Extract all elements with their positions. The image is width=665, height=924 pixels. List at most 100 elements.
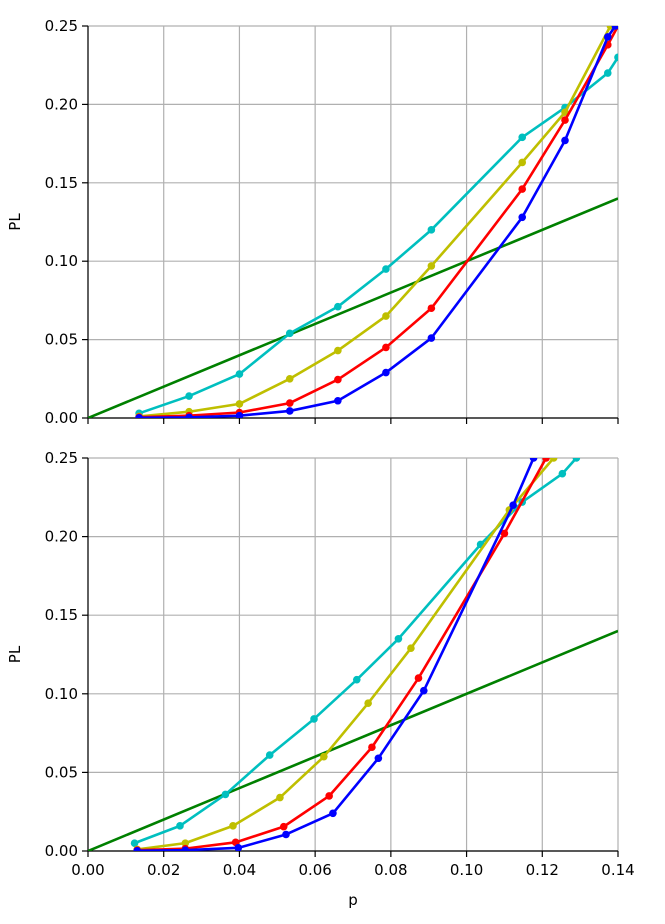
data-point xyxy=(235,370,244,378)
data-point xyxy=(334,302,342,311)
y-tick-label: 0.20 xyxy=(45,95,78,113)
data-point xyxy=(374,754,383,763)
data-point xyxy=(285,399,294,407)
data-point xyxy=(549,458,558,462)
data-point xyxy=(419,686,428,695)
data-point xyxy=(518,185,527,193)
data-point xyxy=(265,751,274,759)
data-point xyxy=(561,116,569,124)
data-point xyxy=(364,699,372,708)
data-point xyxy=(282,830,290,839)
y-tick-label: 0.15 xyxy=(45,174,78,192)
data-point xyxy=(542,458,550,462)
data-point xyxy=(407,644,415,653)
data-point xyxy=(285,375,294,383)
data-point xyxy=(334,375,342,384)
x-tick-label: 0.06 xyxy=(298,861,331,879)
x-axis-label: p xyxy=(348,891,358,909)
plot-area xyxy=(88,26,618,418)
y-tick-label: 0.10 xyxy=(45,252,78,270)
data-point xyxy=(572,458,581,462)
data-point xyxy=(614,53,618,62)
data-point xyxy=(509,501,517,509)
data-point xyxy=(427,262,436,270)
series-line xyxy=(138,56,618,415)
data-point xyxy=(276,793,284,802)
series-line xyxy=(139,26,618,418)
data-point xyxy=(382,265,390,273)
data-point xyxy=(518,133,527,142)
data-point xyxy=(185,392,193,400)
data-point xyxy=(518,213,527,222)
chart-panel-2: 0.00 0.05 0.10 0.15 0.20 0.25 0.00 0.02 0.04 0.06… xyxy=(6,449,635,909)
y-tick-label: 0.05 xyxy=(45,331,78,349)
data-point xyxy=(518,158,527,167)
data-point xyxy=(320,752,328,761)
data-point xyxy=(325,792,333,800)
data-point xyxy=(181,846,190,851)
data-point xyxy=(235,411,244,418)
data-point xyxy=(352,675,361,684)
data-point xyxy=(310,715,318,723)
y-axis-label: PL xyxy=(6,645,24,663)
data-point xyxy=(334,396,342,405)
y-tick-label: 0.00 xyxy=(45,409,78,427)
data-point xyxy=(394,634,403,643)
data-point xyxy=(234,844,243,851)
series-line xyxy=(138,26,612,418)
x-tick-label: 0.04 xyxy=(223,861,256,879)
data-point xyxy=(185,413,193,418)
series-line xyxy=(88,197,618,418)
data-point xyxy=(368,743,376,752)
y-tick-label: 0.00 xyxy=(45,842,78,860)
data-point xyxy=(558,469,567,478)
data-point xyxy=(181,839,190,847)
series-line xyxy=(88,629,618,851)
data-point xyxy=(221,790,230,799)
data-point xyxy=(130,839,139,847)
data-point xyxy=(135,414,143,418)
series-line xyxy=(137,458,535,851)
data-point xyxy=(285,329,294,338)
plot-area xyxy=(88,458,618,851)
data-point xyxy=(427,304,436,313)
series-line xyxy=(139,26,617,418)
data-point xyxy=(279,822,288,831)
data-point xyxy=(176,822,184,830)
data-point xyxy=(500,529,509,538)
x-tick-label: 0.14 xyxy=(601,861,634,879)
chart-panel-1: 0.00 0.05 0.10 0.15 0.20 0.25 PL xyxy=(6,17,619,427)
data-point xyxy=(285,407,294,415)
y-tick-label: 0.20 xyxy=(45,528,78,546)
data-point xyxy=(561,136,569,145)
data-point xyxy=(382,368,390,377)
series-line xyxy=(137,458,555,851)
y-tick-label: 0.25 xyxy=(45,449,78,467)
data-point xyxy=(329,809,337,818)
data-point xyxy=(611,26,618,30)
data-point xyxy=(603,33,612,41)
y-tick-label: 0.25 xyxy=(45,17,78,35)
x-tick-label: 0.00 xyxy=(71,861,104,879)
data-point xyxy=(229,822,237,830)
x-tick-label: 0.02 xyxy=(147,861,180,879)
y-tick-label: 0.10 xyxy=(45,685,78,703)
data-point xyxy=(529,458,538,462)
x-tick-label: 0.12 xyxy=(526,861,559,879)
x-tick-label: 0.10 xyxy=(450,861,483,879)
y-tick-label: 0.05 xyxy=(45,763,78,781)
y-tick-label: 0.15 xyxy=(45,606,78,624)
data-point xyxy=(603,69,612,77)
data-point xyxy=(382,312,390,320)
data-point xyxy=(427,226,436,234)
data-point xyxy=(414,674,423,682)
series-line xyxy=(137,458,548,851)
data-point xyxy=(235,400,244,408)
data-point xyxy=(334,346,342,355)
data-point xyxy=(427,334,436,342)
data-point xyxy=(382,343,390,352)
data-point xyxy=(133,847,142,851)
y-axis-label: PL xyxy=(6,213,24,231)
x-tick-label: 0.08 xyxy=(374,861,407,879)
